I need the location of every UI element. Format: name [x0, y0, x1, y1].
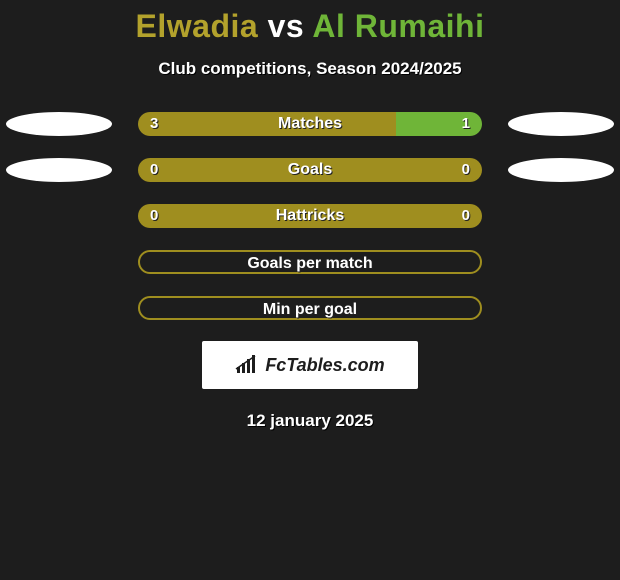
- stat-value-right: 0: [462, 204, 470, 228]
- player1-marker: [6, 112, 112, 136]
- stat-value-right: 0: [462, 158, 470, 182]
- stat-bar: Hattricks0 0: [138, 204, 482, 228]
- stat-value-left: 3: [150, 112, 158, 136]
- stat-label: Goals per match: [140, 252, 480, 276]
- player2-marker: [508, 112, 614, 136]
- stat-value-left: 0: [150, 158, 158, 182]
- stat-row: Min per goal: [0, 295, 620, 321]
- player2-marker: [508, 158, 614, 182]
- stat-value-right: 1: [462, 112, 470, 136]
- stat-row: Goals0 0: [0, 157, 620, 183]
- stat-row: Matches3 1: [0, 111, 620, 137]
- stat-label: Matches: [138, 112, 482, 136]
- stat-bar-outline: Min per goal: [138, 296, 482, 320]
- stat-label: Min per goal: [140, 298, 480, 322]
- stat-row: Goals per match: [0, 249, 620, 275]
- stats-rows: Matches31Goals00Hattricks00Goals per mat…: [0, 111, 620, 321]
- logo-text: FcTables.com: [265, 355, 384, 376]
- subtitle: Club competitions, Season 2024/2025: [0, 59, 620, 79]
- logo-box: FcTables.com: [202, 341, 418, 389]
- chart-icon: [235, 355, 259, 375]
- stat-label: Hattricks: [138, 204, 482, 228]
- stat-row: Hattricks0 0: [0, 203, 620, 229]
- stat-label: Goals: [138, 158, 482, 182]
- stat-bar-outline: Goals per match: [138, 250, 482, 274]
- player2-name: Al Rumaihi: [312, 8, 484, 44]
- date-text: 12 january 2025: [0, 411, 620, 431]
- stat-bar: Matches3 1: [138, 112, 482, 136]
- player1-name: Elwadia: [136, 8, 259, 44]
- vs-text: vs: [268, 8, 305, 44]
- stat-value-left: 0: [150, 204, 158, 228]
- stat-bar: Goals0 0: [138, 158, 482, 182]
- page-title: Elwadia vs Al Rumaihi: [0, 0, 620, 45]
- player1-marker: [6, 158, 112, 182]
